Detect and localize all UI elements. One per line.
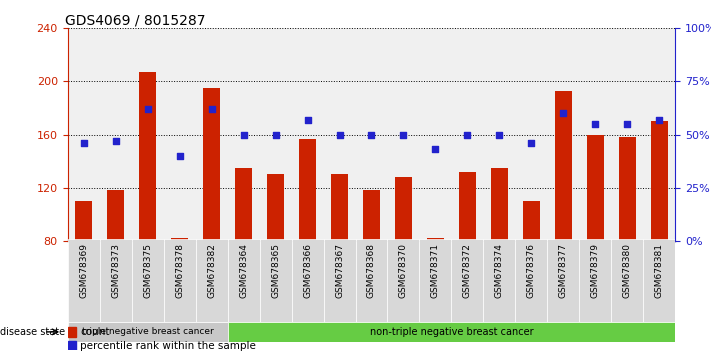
Text: GDS4069 / 8015287: GDS4069 / 8015287 <box>65 13 205 27</box>
Text: GSM678364: GSM678364 <box>239 243 248 298</box>
Text: GSM678382: GSM678382 <box>207 243 216 298</box>
Text: triple negative breast cancer: triple negative breast cancer <box>82 327 213 336</box>
Point <box>590 121 602 127</box>
Point <box>270 132 282 137</box>
Text: GSM678381: GSM678381 <box>655 243 664 298</box>
Text: GSM678371: GSM678371 <box>431 243 440 298</box>
Bar <box>515 239 547 322</box>
Bar <box>451 239 483 322</box>
Text: percentile rank within the sample: percentile rank within the sample <box>80 341 256 350</box>
Bar <box>555 91 572 241</box>
Bar <box>395 177 412 241</box>
Bar <box>387 239 419 322</box>
Text: non-triple negative breast cancer: non-triple negative breast cancer <box>370 327 533 337</box>
Bar <box>427 238 444 241</box>
Text: GSM678378: GSM678378 <box>175 243 184 298</box>
Point <box>654 117 665 122</box>
Point <box>206 106 218 112</box>
Text: GSM678370: GSM678370 <box>399 243 408 298</box>
Text: GSM678374: GSM678374 <box>495 243 504 298</box>
Bar <box>363 190 380 241</box>
Bar <box>164 239 196 322</box>
Text: GSM678365: GSM678365 <box>271 243 280 298</box>
Text: GSM678368: GSM678368 <box>367 243 376 298</box>
Bar <box>260 239 292 322</box>
Bar <box>203 88 220 241</box>
Point <box>365 132 377 137</box>
Bar <box>68 327 77 337</box>
Bar <box>139 72 156 241</box>
Bar <box>523 201 540 241</box>
Text: GSM678373: GSM678373 <box>111 243 120 298</box>
Point <box>462 132 474 137</box>
Bar <box>459 172 476 241</box>
Text: GSM678367: GSM678367 <box>335 243 344 298</box>
Text: count: count <box>80 327 109 337</box>
Point <box>141 106 154 112</box>
Point <box>557 110 569 116</box>
Bar <box>643 239 675 322</box>
Point <box>301 117 313 122</box>
Bar <box>419 239 451 322</box>
Bar <box>132 239 164 322</box>
Text: GSM678375: GSM678375 <box>143 243 152 298</box>
Bar <box>619 137 636 241</box>
Text: GSM678372: GSM678372 <box>463 243 472 298</box>
Point <box>429 147 441 152</box>
Bar <box>107 190 124 241</box>
Bar <box>331 175 348 241</box>
Bar <box>292 239 324 322</box>
Point <box>109 138 121 144</box>
Bar <box>491 168 508 241</box>
Bar <box>235 168 252 241</box>
Bar <box>68 341 77 350</box>
Bar <box>196 239 228 322</box>
Bar <box>579 239 611 322</box>
Bar <box>299 138 316 241</box>
Point <box>493 132 505 137</box>
Bar <box>267 175 284 241</box>
Text: GSM678379: GSM678379 <box>591 243 600 298</box>
Text: disease state: disease state <box>0 327 65 337</box>
Bar <box>171 238 188 241</box>
Bar <box>324 239 356 322</box>
Point <box>621 121 633 127</box>
Point <box>398 132 410 137</box>
Point <box>237 132 249 137</box>
Bar <box>483 239 515 322</box>
Bar <box>611 239 643 322</box>
Text: GSM678377: GSM678377 <box>559 243 568 298</box>
Bar <box>547 239 579 322</box>
Bar <box>68 322 228 342</box>
Bar <box>587 135 604 241</box>
Text: GSM678369: GSM678369 <box>79 243 88 298</box>
Point <box>525 140 538 146</box>
Text: GSM678366: GSM678366 <box>303 243 312 298</box>
Text: GSM678380: GSM678380 <box>623 243 632 298</box>
Bar <box>100 239 132 322</box>
Point <box>173 153 185 159</box>
Bar <box>68 239 100 322</box>
Text: GSM678376: GSM678376 <box>527 243 536 298</box>
Bar <box>356 239 387 322</box>
Bar <box>75 201 92 241</box>
Bar <box>651 121 668 241</box>
Point <box>78 140 90 146</box>
Point <box>334 132 346 137</box>
Bar <box>228 239 260 322</box>
Bar <box>228 322 675 342</box>
